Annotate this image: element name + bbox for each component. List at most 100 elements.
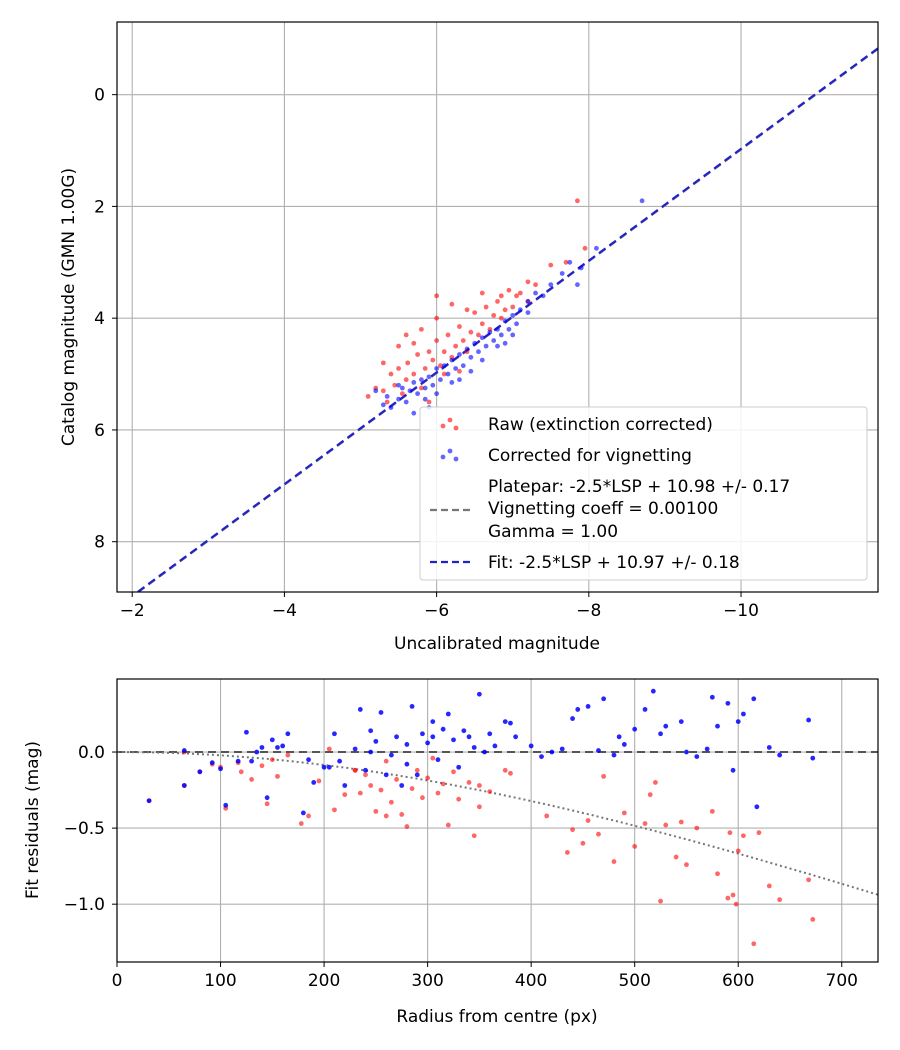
legend-platepar-label-2: Vignetting coeff = 0.00100 xyxy=(488,499,718,519)
raw-point xyxy=(525,279,531,285)
corrected-residual-point xyxy=(658,731,663,737)
corrected-residual-point xyxy=(321,764,327,770)
corrected-point xyxy=(457,377,462,383)
corrected-residual-point xyxy=(146,798,152,804)
raw-point xyxy=(426,349,432,355)
residuals-reference-lines xyxy=(117,751,879,896)
raw-residual-point xyxy=(580,840,586,846)
raw-residual-point xyxy=(259,763,265,769)
raw-point xyxy=(548,262,554,268)
raw-point xyxy=(392,382,398,388)
corrected-residual-point xyxy=(751,696,757,702)
corrected-point xyxy=(407,388,413,394)
corrected-point xyxy=(422,385,428,391)
corrected-residual-point xyxy=(409,703,415,709)
raw-point xyxy=(472,310,478,315)
corrected-point xyxy=(525,310,531,315)
x-tick-label: 700 xyxy=(826,971,858,991)
raw-point xyxy=(438,363,443,369)
corrected-point xyxy=(559,271,565,276)
corrected-residual-point xyxy=(275,745,280,750)
corrected-residual-point xyxy=(621,742,627,747)
corrected-point xyxy=(491,338,497,343)
corrected-residual-point xyxy=(539,754,544,759)
corrected-point xyxy=(380,402,386,408)
raw-residual-point xyxy=(409,786,415,791)
y-tick-label: 6 xyxy=(94,421,105,441)
corrected-residual-point xyxy=(456,764,462,770)
raw-residual-point xyxy=(733,901,739,907)
corrected-residual-point xyxy=(549,749,555,755)
corrected-point xyxy=(483,343,489,349)
corrected-residual-point xyxy=(445,711,451,717)
raw-residual-point xyxy=(399,812,405,817)
corrected-residual-point xyxy=(730,767,736,773)
y-tick-label: 0.0 xyxy=(78,743,105,763)
raw-residual-point xyxy=(332,807,337,813)
raw-point xyxy=(365,394,371,399)
raw-point xyxy=(411,340,417,346)
raw-residual-point xyxy=(601,773,607,779)
legend-raw-dot xyxy=(453,425,459,431)
raw-residual-point xyxy=(404,824,410,829)
corrected-point xyxy=(419,377,424,383)
raw-residual-point xyxy=(249,777,254,782)
corrected-point xyxy=(495,343,500,349)
legend-corrected-dot xyxy=(440,454,446,460)
raw-point xyxy=(506,287,512,293)
raw-residual-point xyxy=(658,898,663,904)
raw-residual-point xyxy=(684,862,689,868)
corrected-residual-point xyxy=(570,716,575,721)
corrected-point xyxy=(502,340,508,346)
corrected-residual-point xyxy=(741,711,746,717)
corrected-point xyxy=(567,259,573,265)
raw-residual-point xyxy=(357,790,363,796)
corrected-residual-point xyxy=(394,734,399,740)
raw-residual-point xyxy=(378,787,384,793)
raw-point xyxy=(380,388,386,394)
corrected-residual-point xyxy=(585,703,591,709)
raw-point xyxy=(399,391,405,397)
raw-point xyxy=(479,290,485,296)
corrected-residual-point xyxy=(373,738,379,744)
raw-residual-point xyxy=(471,833,477,839)
corrected-residual-point xyxy=(311,780,317,785)
corrected-point xyxy=(476,349,481,355)
corrected-point xyxy=(578,265,584,271)
corrected-point xyxy=(468,368,474,374)
raw-residual-point xyxy=(342,792,348,798)
corrected-residual-point xyxy=(280,743,286,749)
corrected-residual-point xyxy=(650,688,656,694)
raw-residual-point xyxy=(414,767,420,773)
raw-residual-point xyxy=(694,825,700,831)
corrected-residual-point xyxy=(223,802,229,808)
corrected-point xyxy=(479,335,485,341)
corrected-point xyxy=(445,371,451,377)
raw-residual-point xyxy=(642,821,648,826)
raw-point xyxy=(403,377,409,383)
residuals-chart-frame xyxy=(116,678,879,963)
x-tick-label: 0 xyxy=(112,971,123,991)
raw-residual-point xyxy=(727,830,733,836)
raw-residual-point xyxy=(285,752,291,758)
legend-corrected-marker xyxy=(440,448,459,462)
raw-residual-point xyxy=(425,775,431,781)
corrected-point xyxy=(396,382,401,388)
x-tick-label: −2 xyxy=(120,601,145,621)
corrected-point xyxy=(403,399,409,405)
raw-residual-point xyxy=(730,892,736,898)
corrected-residual-point xyxy=(684,749,689,755)
calibration-points xyxy=(365,198,645,416)
corrected-point xyxy=(533,290,538,296)
corrected-point xyxy=(449,380,455,385)
x-tick-label: 100 xyxy=(204,971,236,991)
corrected-residual-point xyxy=(806,717,812,723)
legend-raw-dot xyxy=(447,417,453,423)
corrected-residual-point xyxy=(528,743,534,749)
raw-residual-point xyxy=(810,916,816,922)
raw-residual-point xyxy=(476,783,482,788)
residuals-chart-ylabel: Fit residuals (mag) xyxy=(23,741,43,899)
corrected-residual-point xyxy=(368,749,374,755)
corrected-residual-point xyxy=(414,772,420,778)
